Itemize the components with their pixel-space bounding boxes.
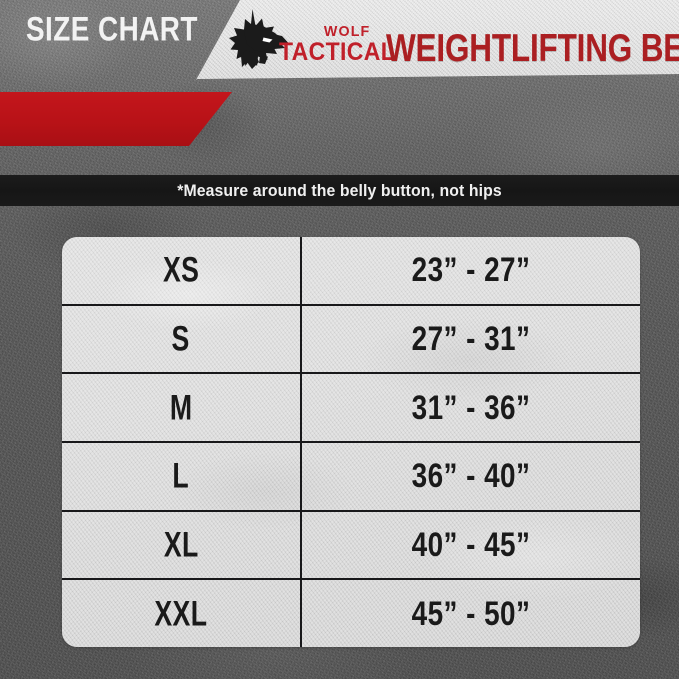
table-row: L 36” - 40” [62, 443, 640, 512]
size-cell: XL [62, 511, 302, 579]
range-cell: 27” - 31” [302, 306, 640, 373]
measurement-note-text: *Measure around the belly button, not hi… [177, 180, 502, 200]
range-label: 45” - 50” [411, 593, 531, 633]
size-cell: XS [62, 237, 302, 304]
size-label: L [172, 455, 190, 496]
size-chart-banner [0, 92, 232, 146]
range-label: 40” - 45” [411, 524, 531, 565]
wolf-head-icon [229, 9, 288, 69]
size-cell: S [62, 305, 302, 373]
brand-wordmark: WOLF TACTICAL [279, 23, 395, 65]
table-row: XS 23” - 27” [62, 237, 640, 306]
range-cell: 23” - 27” [302, 237, 640, 304]
size-label: XL [163, 524, 199, 565]
size-chart-banner-label: SIZE CHART [26, 9, 198, 49]
range-cell: 31” - 36” [302, 374, 640, 441]
size-table: XS 23” - 27” S 27” - 31” M 31” - 36” L 36” - 40… [62, 237, 640, 647]
size-label: XS [162, 249, 200, 290]
range-cell: 45” - 50” [302, 580, 640, 647]
range-label: 31” - 36” [411, 387, 531, 427]
range-cell: 36” - 40” [302, 443, 640, 510]
size-cell: XXL [62, 580, 302, 647]
range-cell: 40” - 45” [302, 512, 640, 579]
range-label: 36” - 40” [411, 456, 531, 496]
size-label: M [169, 387, 193, 428]
table-row: XL 40” - 45” [62, 511, 640, 581]
brand-name-tactical: TACTICAL [278, 38, 396, 66]
table-row: M 31” - 36” [62, 374, 640, 444]
range-label: 27” - 31” [411, 318, 531, 359]
measurement-note-band: *Measure around the belly button, not hi… [0, 175, 679, 206]
size-label: XXL [154, 593, 208, 634]
table-row: S 27” - 31” [62, 305, 640, 375]
size-table-rows: XS 23” - 27” S 27” - 31” M 31” - 36” L 36” - 40… [62, 237, 640, 647]
product-title: WEIGHTLIFTING BELT [386, 27, 679, 70]
range-label: 23” - 27” [411, 250, 531, 290]
size-label: S [171, 318, 191, 359]
brand-logo: WOLF TACTICAL [222, 6, 395, 78]
size-cell: M [62, 374, 302, 442]
table-row: XXL 45” - 50” [62, 580, 640, 647]
brand-name-wolf: WOLF [323, 23, 371, 40]
size-cell: L [62, 443, 302, 510]
